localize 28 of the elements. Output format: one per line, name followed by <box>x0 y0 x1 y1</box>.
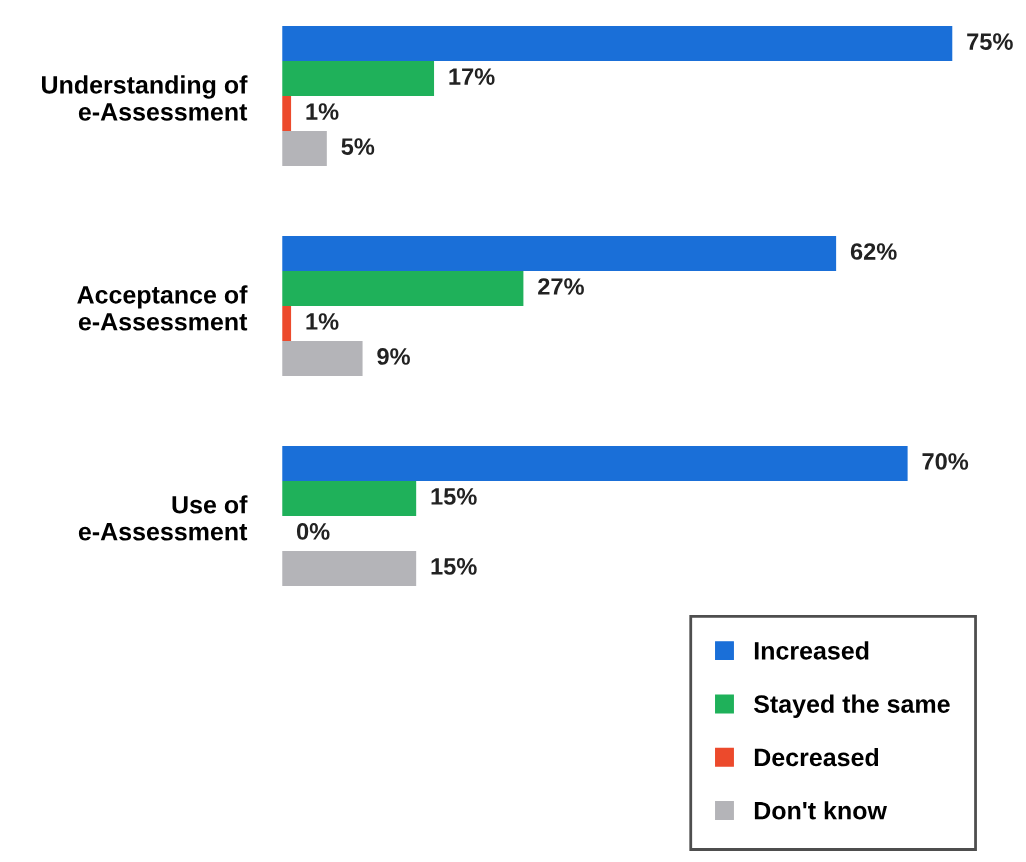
bar <box>282 236 837 272</box>
y-tick-label: Use of e-Assessment <box>78 495 248 541</box>
data-label: 1% <box>306 103 339 120</box>
y-tick-label: Understanding of e-Assessment <box>42 75 248 121</box>
bar <box>282 271 524 307</box>
legend-label: Decreased <box>754 747 879 767</box>
data-label: 62% <box>850 243 897 260</box>
bar <box>282 445 908 481</box>
y-tick-label: Acceptance of e-Assessment <box>77 285 248 331</box>
data-label: 17% <box>449 68 495 85</box>
legend-label: Don't know <box>754 801 887 820</box>
data-label: 0% <box>296 523 330 540</box>
data-label: 1% <box>306 313 339 330</box>
data-label: 15% <box>431 488 477 505</box>
data-label: 75% <box>967 33 1013 50</box>
data-label: 70% <box>922 453 969 470</box>
legend-label: Increased <box>754 641 869 660</box>
data-label: 9% <box>377 348 410 365</box>
data-label: 27% <box>538 278 584 295</box>
data-label: 15% <box>431 558 477 575</box>
bar <box>282 26 953 62</box>
data-label: 5% <box>341 138 375 155</box>
bar <box>282 131 327 167</box>
legend-label: Stayed the same <box>753 694 950 718</box>
bar <box>282 550 417 586</box>
bar <box>282 61 435 97</box>
bar <box>282 341 363 376</box>
bar <box>282 480 417 516</box>
